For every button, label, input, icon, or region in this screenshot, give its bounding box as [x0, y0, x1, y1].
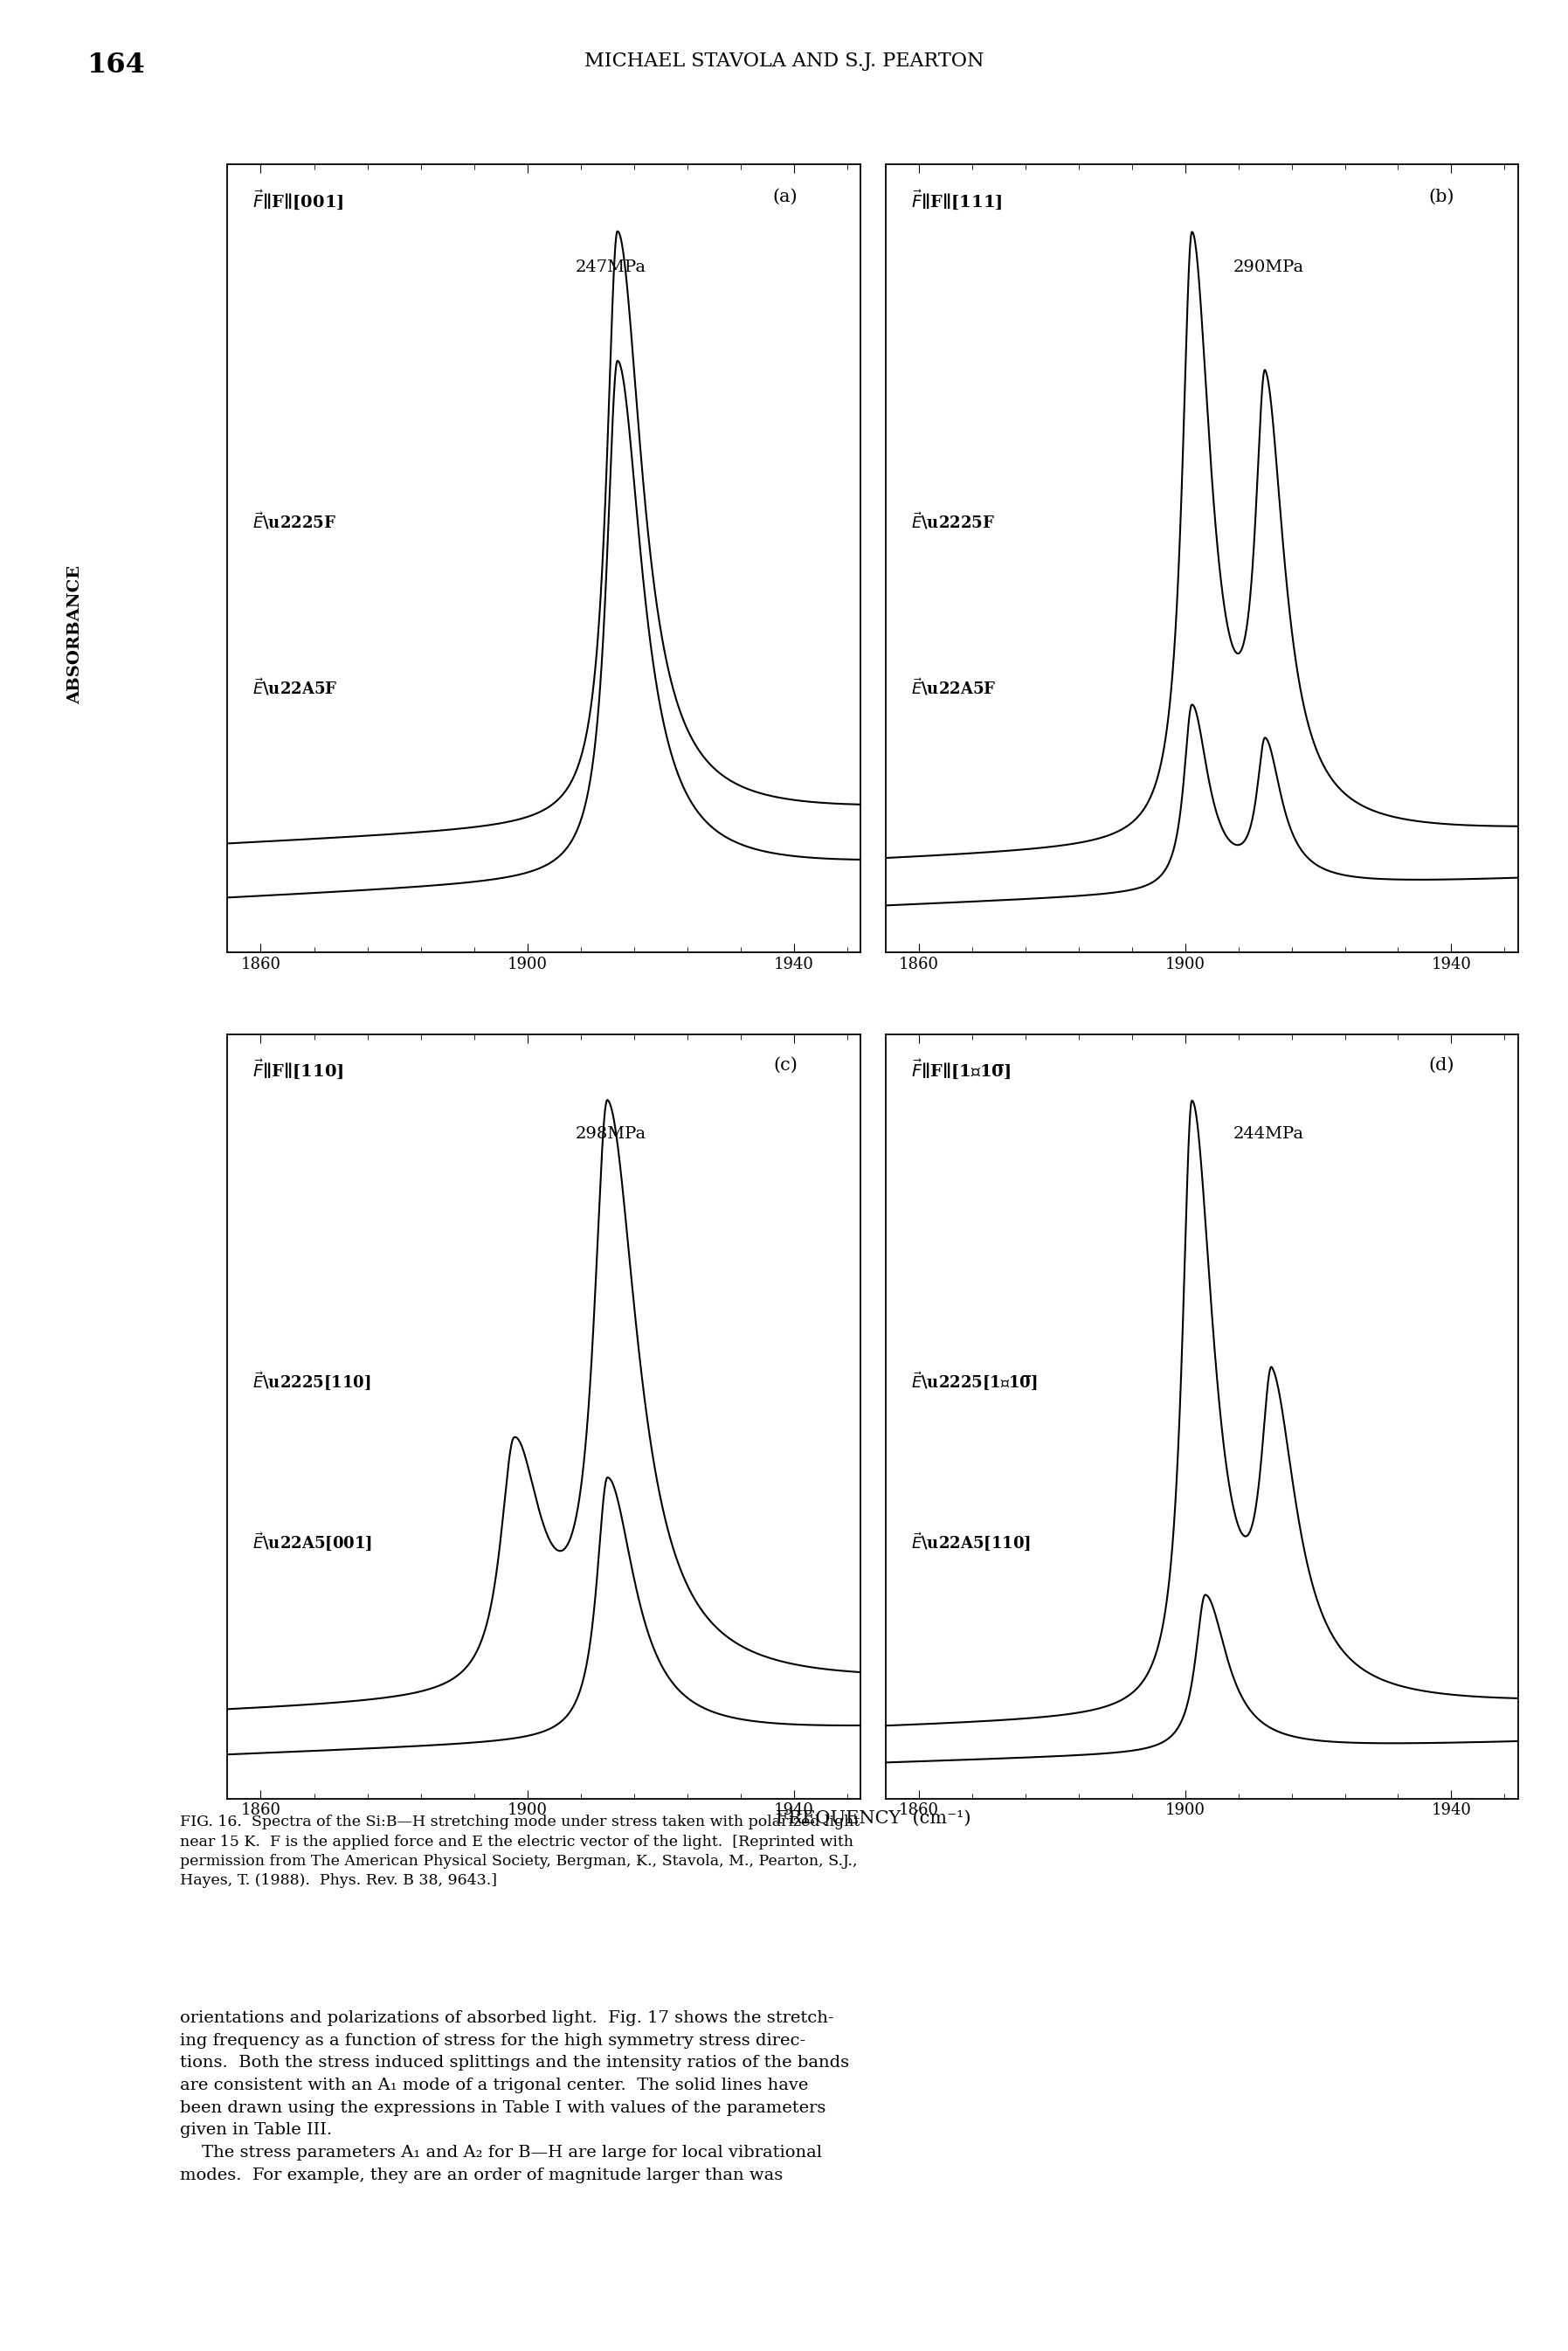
Text: $\vec{E}$\u22A5F: $\vec{E}$\u22A5F: [252, 677, 337, 698]
Text: $\vec{E}$\u2225F: $\vec{E}$\u2225F: [252, 510, 337, 531]
Text: FIG. 16.  Spectra of the Si:B—H stretching mode under stress taken with polarize: FIG. 16. Spectra of the Si:B—H stretchin…: [180, 1815, 861, 1888]
Text: $\vec{E}$\u22A5[001]: $\vec{E}$\u22A5[001]: [252, 1531, 372, 1554]
Text: (a): (a): [773, 188, 798, 205]
Text: (b): (b): [1428, 188, 1455, 205]
Text: $\vec{E}$\u22A5F: $\vec{E}$\u22A5F: [911, 677, 996, 698]
Text: FREQUENCY  (cm⁻¹): FREQUENCY (cm⁻¹): [776, 1810, 971, 1827]
Text: (c): (c): [773, 1058, 798, 1074]
Text: $\vec{F}$∥F∥[111]: $\vec{F}$∥F∥[111]: [911, 188, 1002, 212]
Text: 290MPa: 290MPa: [1234, 259, 1305, 275]
Text: 244MPa: 244MPa: [1234, 1126, 1305, 1143]
Text: $\vec{E}$\u2225[110]: $\vec{E}$\u2225[110]: [252, 1371, 372, 1392]
Text: ABSORBANCE: ABSORBANCE: [67, 564, 83, 705]
Text: 164: 164: [86, 52, 144, 80]
Text: 247MPa: 247MPa: [575, 259, 646, 275]
Text: $\vec{F}$∥F∥[110]: $\vec{F}$∥F∥[110]: [252, 1058, 343, 1081]
Text: MICHAEL STAVOLA AND S.J. PEARTON: MICHAEL STAVOLA AND S.J. PEARTON: [585, 52, 983, 71]
Text: 298MPa: 298MPa: [575, 1126, 646, 1143]
Text: (d): (d): [1428, 1058, 1455, 1074]
Text: $\vec{E}$\u2225[1͕10̅]: $\vec{E}$\u2225[1͕10̅]: [911, 1371, 1038, 1392]
Text: $\vec{E}$\u2225F: $\vec{E}$\u2225F: [911, 510, 994, 531]
Text: $\vec{F}$∥F∥[001]: $\vec{F}$∥F∥[001]: [252, 188, 343, 212]
Text: orientations and polarizations of absorbed light.  Fig. 17 shows the stretch-
in: orientations and polarizations of absorb…: [180, 2010, 850, 2184]
Text: $\vec{E}$\u22A5[110]: $\vec{E}$\u22A5[110]: [911, 1531, 1030, 1554]
Text: $\vec{F}$∥F∥[1͕10̅]: $\vec{F}$∥F∥[1͕10̅]: [911, 1058, 1011, 1081]
